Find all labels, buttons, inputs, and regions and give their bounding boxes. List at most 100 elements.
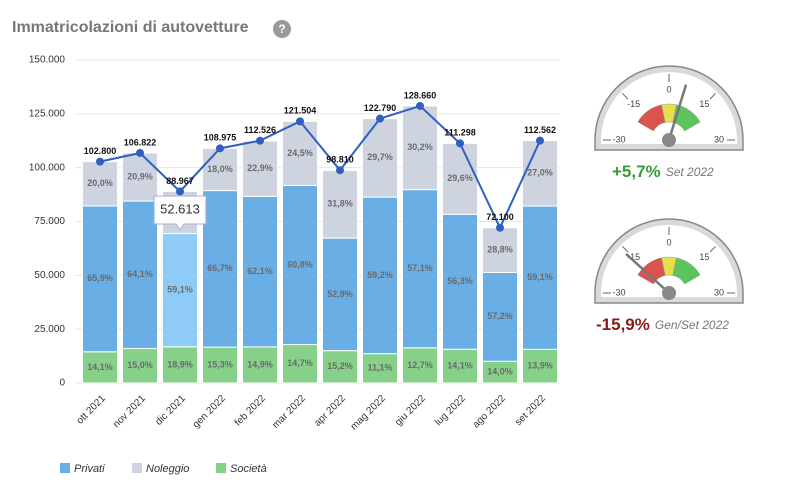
- bar-segment: [402, 105, 438, 191]
- segment-label: 14,7%: [287, 358, 313, 368]
- gauge-value-text: -15,9%: [596, 315, 650, 334]
- bar-segment: [202, 346, 238, 384]
- gauge-period: Gen/Set 2022: [655, 318, 729, 332]
- segment-label: 59,2%: [367, 270, 393, 280]
- bar-segment: [362, 118, 398, 198]
- total-label: 88.967: [166, 176, 194, 186]
- bar-segment: [482, 271, 518, 362]
- total-label: 128.660: [404, 90, 437, 100]
- bar-segment: [162, 346, 198, 384]
- x-tick-label: ott 2021: [75, 393, 109, 427]
- segment-label: 12,7%: [407, 360, 433, 370]
- bar-segment: [442, 213, 478, 350]
- x-tick-label: gen 2022: [191, 393, 229, 431]
- segment-label: 28,8%: [487, 244, 513, 254]
- gauge-tick: [621, 245, 629, 253]
- legend-swatch: [60, 463, 70, 473]
- total-point: [216, 144, 224, 153]
- total-label: 106.822: [124, 137, 157, 147]
- gauge-tick-label: 15: [699, 252, 709, 262]
- segment-label: 31,8%: [327, 199, 353, 209]
- gauge-value: +5,7% Set 2022: [612, 162, 714, 181]
- gauge-value: -15,9% Gen/Set 2022: [596, 315, 729, 334]
- x-tick-label: mar 2022: [270, 393, 308, 431]
- gauge-tick: [621, 92, 629, 100]
- gauge-hub: [662, 286, 676, 300]
- segment-label: 64,1%: [127, 269, 153, 279]
- gauge-tick-label: -30: [612, 287, 625, 297]
- segment-label: 59,1%: [167, 285, 193, 295]
- bar-segment: [322, 350, 358, 384]
- total-label: 108.975: [204, 133, 237, 143]
- segment-label: 59,1%: [527, 272, 553, 282]
- tooltip-label: 52.613: [160, 201, 200, 216]
- segment-label: 56,3%: [447, 276, 473, 286]
- total-point: [96, 157, 104, 166]
- y-tick-label: 0: [59, 378, 65, 389]
- segment-label: 30,2%: [407, 142, 433, 152]
- total-point: [136, 148, 144, 157]
- bar-segment: [522, 205, 558, 350]
- bar-segment: [322, 237, 358, 352]
- total-point: [376, 114, 384, 123]
- x-tick-label: ago 2022: [471, 393, 509, 431]
- gauge-needle: [625, 253, 670, 294]
- total-point: [176, 187, 184, 196]
- total-label: 111.298: [444, 128, 476, 138]
- gauge-tick-label: 30: [714, 287, 724, 297]
- total-point: [496, 223, 504, 232]
- gauge-tick-label: 0: [666, 237, 671, 247]
- bar-segment: [122, 347, 158, 384]
- total-point: [336, 166, 344, 175]
- segment-label: 27,0%: [527, 168, 553, 178]
- bar-segment: [282, 120, 318, 186]
- segment-label: 15,2%: [327, 361, 353, 371]
- total-label: 72.100: [486, 212, 514, 222]
- bar-segment: [402, 347, 438, 384]
- legend-swatch: [216, 463, 226, 473]
- x-tick-label: lug 2022: [433, 393, 468, 428]
- gauge-tick: [709, 92, 717, 100]
- legend-swatch: [132, 463, 142, 473]
- bar-segment: [122, 200, 158, 349]
- bar-segment: [162, 233, 198, 348]
- gauge-tick-label: -15: [627, 252, 640, 262]
- segment-label: 60,8%: [287, 259, 313, 269]
- segment-label: 15,0%: [127, 360, 153, 370]
- segment-label: 18,0%: [207, 164, 233, 174]
- gauge-tick: [709, 245, 717, 253]
- segment-label: 14,9%: [247, 359, 273, 369]
- legend-label: Noleggio: [146, 463, 189, 475]
- bar-segment: [362, 353, 398, 384]
- bar-segment: [242, 195, 278, 348]
- total-label: 121.504: [284, 106, 317, 116]
- total-point: [416, 101, 424, 110]
- segment-label: 15,3%: [207, 359, 233, 369]
- chart-title: Immatricolazioni di autovetture: [12, 19, 249, 36]
- x-tick-label: mag 2022: [349, 393, 389, 433]
- gauge-tick-label: 15: [699, 99, 709, 109]
- gauge-band: [672, 257, 701, 285]
- bar-segment: [82, 205, 118, 353]
- total-label: 122.790: [364, 103, 397, 113]
- total-line: [99, 104, 541, 231]
- total-label: 112.526: [244, 125, 276, 135]
- bar-segment: [322, 169, 358, 239]
- legend-label: Privati: [74, 463, 105, 475]
- segment-label: 24,5%: [287, 148, 313, 158]
- bar-segment: [202, 147, 238, 192]
- x-tick-label: dic 2021: [153, 393, 188, 428]
- gauge-tick-label: -30: [612, 134, 625, 144]
- segment-label: 20,0%: [87, 178, 113, 188]
- segment-label: 62,1%: [247, 266, 273, 276]
- bar-segment: [362, 196, 398, 355]
- bar-segment: [82, 161, 118, 207]
- help-icon-text[interactable]: ?: [278, 22, 285, 36]
- bar-segment: [442, 348, 478, 384]
- x-tick-label: giu 2022: [393, 393, 428, 428]
- y-tick-label: 100.000: [29, 162, 66, 173]
- help-icon[interactable]: [273, 20, 291, 38]
- gauge-tick-label: -15: [627, 99, 640, 109]
- x-tick-label: set 2022: [513, 393, 548, 428]
